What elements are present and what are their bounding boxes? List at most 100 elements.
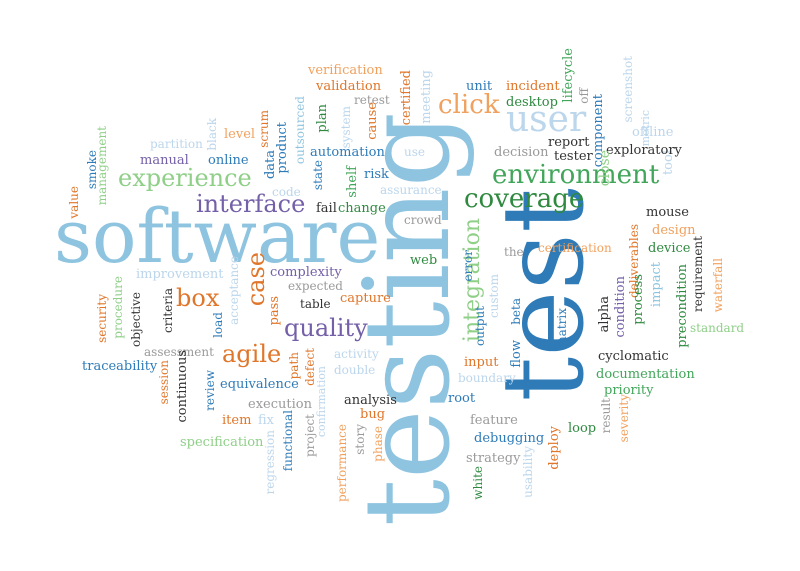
- word: custom: [487, 274, 501, 319]
- word: white: [471, 466, 485, 500]
- word: incident: [506, 79, 560, 94]
- word: outsourced: [293, 96, 307, 165]
- word: agile: [222, 340, 282, 368]
- word: error: [461, 250, 475, 282]
- word: change: [338, 201, 386, 216]
- word: software: [54, 194, 381, 280]
- word: crowd: [404, 213, 442, 227]
- word: review: [203, 370, 217, 411]
- word: precondition: [675, 264, 690, 348]
- word: story: [353, 424, 367, 455]
- word: severity: [617, 394, 631, 443]
- word: expected: [288, 279, 343, 293]
- word: waterfall: [711, 258, 725, 313]
- word: environment: [492, 160, 660, 190]
- word: partition: [150, 137, 203, 151]
- word: design: [652, 223, 696, 238]
- word: data: [263, 150, 278, 180]
- word: process: [631, 274, 646, 325]
- word: web: [410, 253, 438, 268]
- word: level: [224, 127, 256, 142]
- word: quality: [284, 314, 368, 342]
- word: mouse: [646, 205, 689, 220]
- word: case: [242, 252, 270, 307]
- word: exploratory: [606, 143, 682, 158]
- word: loop: [568, 421, 597, 436]
- word: item: [222, 413, 252, 428]
- word: system: [339, 106, 353, 149]
- word: traceability: [82, 359, 158, 374]
- word: plan: [315, 104, 330, 133]
- word: usability: [521, 446, 535, 498]
- word: session: [157, 360, 171, 405]
- word: report: [548, 135, 590, 150]
- word: unit: [466, 79, 493, 94]
- word: confirmation: [315, 366, 328, 438]
- word: continuous: [175, 350, 190, 423]
- word: desktop: [506, 95, 558, 110]
- word: interface: [196, 190, 306, 218]
- word: cause: [365, 102, 380, 140]
- word: input: [464, 355, 499, 370]
- word: pass: [267, 296, 282, 326]
- word: specification: [180, 435, 264, 450]
- word: smoke: [85, 150, 99, 190]
- word: standard: [690, 321, 745, 335]
- word: assurance: [380, 183, 442, 197]
- word: manual: [140, 153, 189, 168]
- word: online: [208, 153, 249, 168]
- word: offline: [632, 125, 674, 140]
- word: priority: [604, 383, 654, 398]
- word: improvement: [136, 267, 224, 282]
- word: validation: [316, 79, 382, 94]
- word: meeting: [419, 70, 434, 124]
- word: objective: [129, 292, 143, 347]
- word: analysis: [344, 393, 397, 408]
- word: off: [577, 88, 591, 104]
- word: device: [648, 241, 691, 256]
- word: functional: [281, 410, 295, 472]
- word: acceptance: [227, 256, 241, 325]
- word: test: [479, 188, 609, 402]
- word: activity: [334, 347, 379, 361]
- word: assessment: [144, 345, 214, 359]
- word: result: [599, 398, 613, 434]
- word: cyclomatic: [598, 349, 669, 364]
- word: deploy: [547, 426, 562, 470]
- word: impact: [649, 262, 664, 308]
- word: project: [303, 414, 317, 458]
- word: box: [176, 284, 220, 312]
- word: scrum: [257, 110, 271, 148]
- word: beta: [509, 298, 523, 325]
- word: automation: [310, 145, 385, 160]
- word: matrix: [555, 308, 569, 348]
- word: double: [334, 363, 376, 377]
- word: load: [211, 312, 225, 338]
- word: coverage: [464, 184, 585, 214]
- word: click: [438, 90, 500, 120]
- word: phase: [371, 426, 385, 462]
- word: shelf: [345, 166, 360, 198]
- word: decision: [494, 145, 549, 160]
- word: certified: [399, 70, 414, 126]
- word: table: [300, 297, 331, 311]
- word: path: [287, 352, 301, 380]
- word: code: [272, 185, 301, 199]
- word: the: [504, 245, 524, 259]
- word: lifecycle: [561, 48, 576, 103]
- word: tester: [554, 149, 593, 164]
- word: debugging: [474, 431, 545, 446]
- word: equivalence: [220, 377, 299, 392]
- word: black: [205, 118, 219, 151]
- word: user: [506, 99, 587, 140]
- word: root: [448, 391, 476, 406]
- word: condition: [613, 276, 628, 338]
- word: experience: [118, 164, 252, 192]
- word: verification: [308, 63, 383, 78]
- word: flow: [509, 340, 524, 368]
- word: feature: [470, 413, 518, 428]
- word: alpha: [597, 296, 612, 333]
- word: risk: [364, 167, 389, 182]
- word: execution: [248, 397, 312, 412]
